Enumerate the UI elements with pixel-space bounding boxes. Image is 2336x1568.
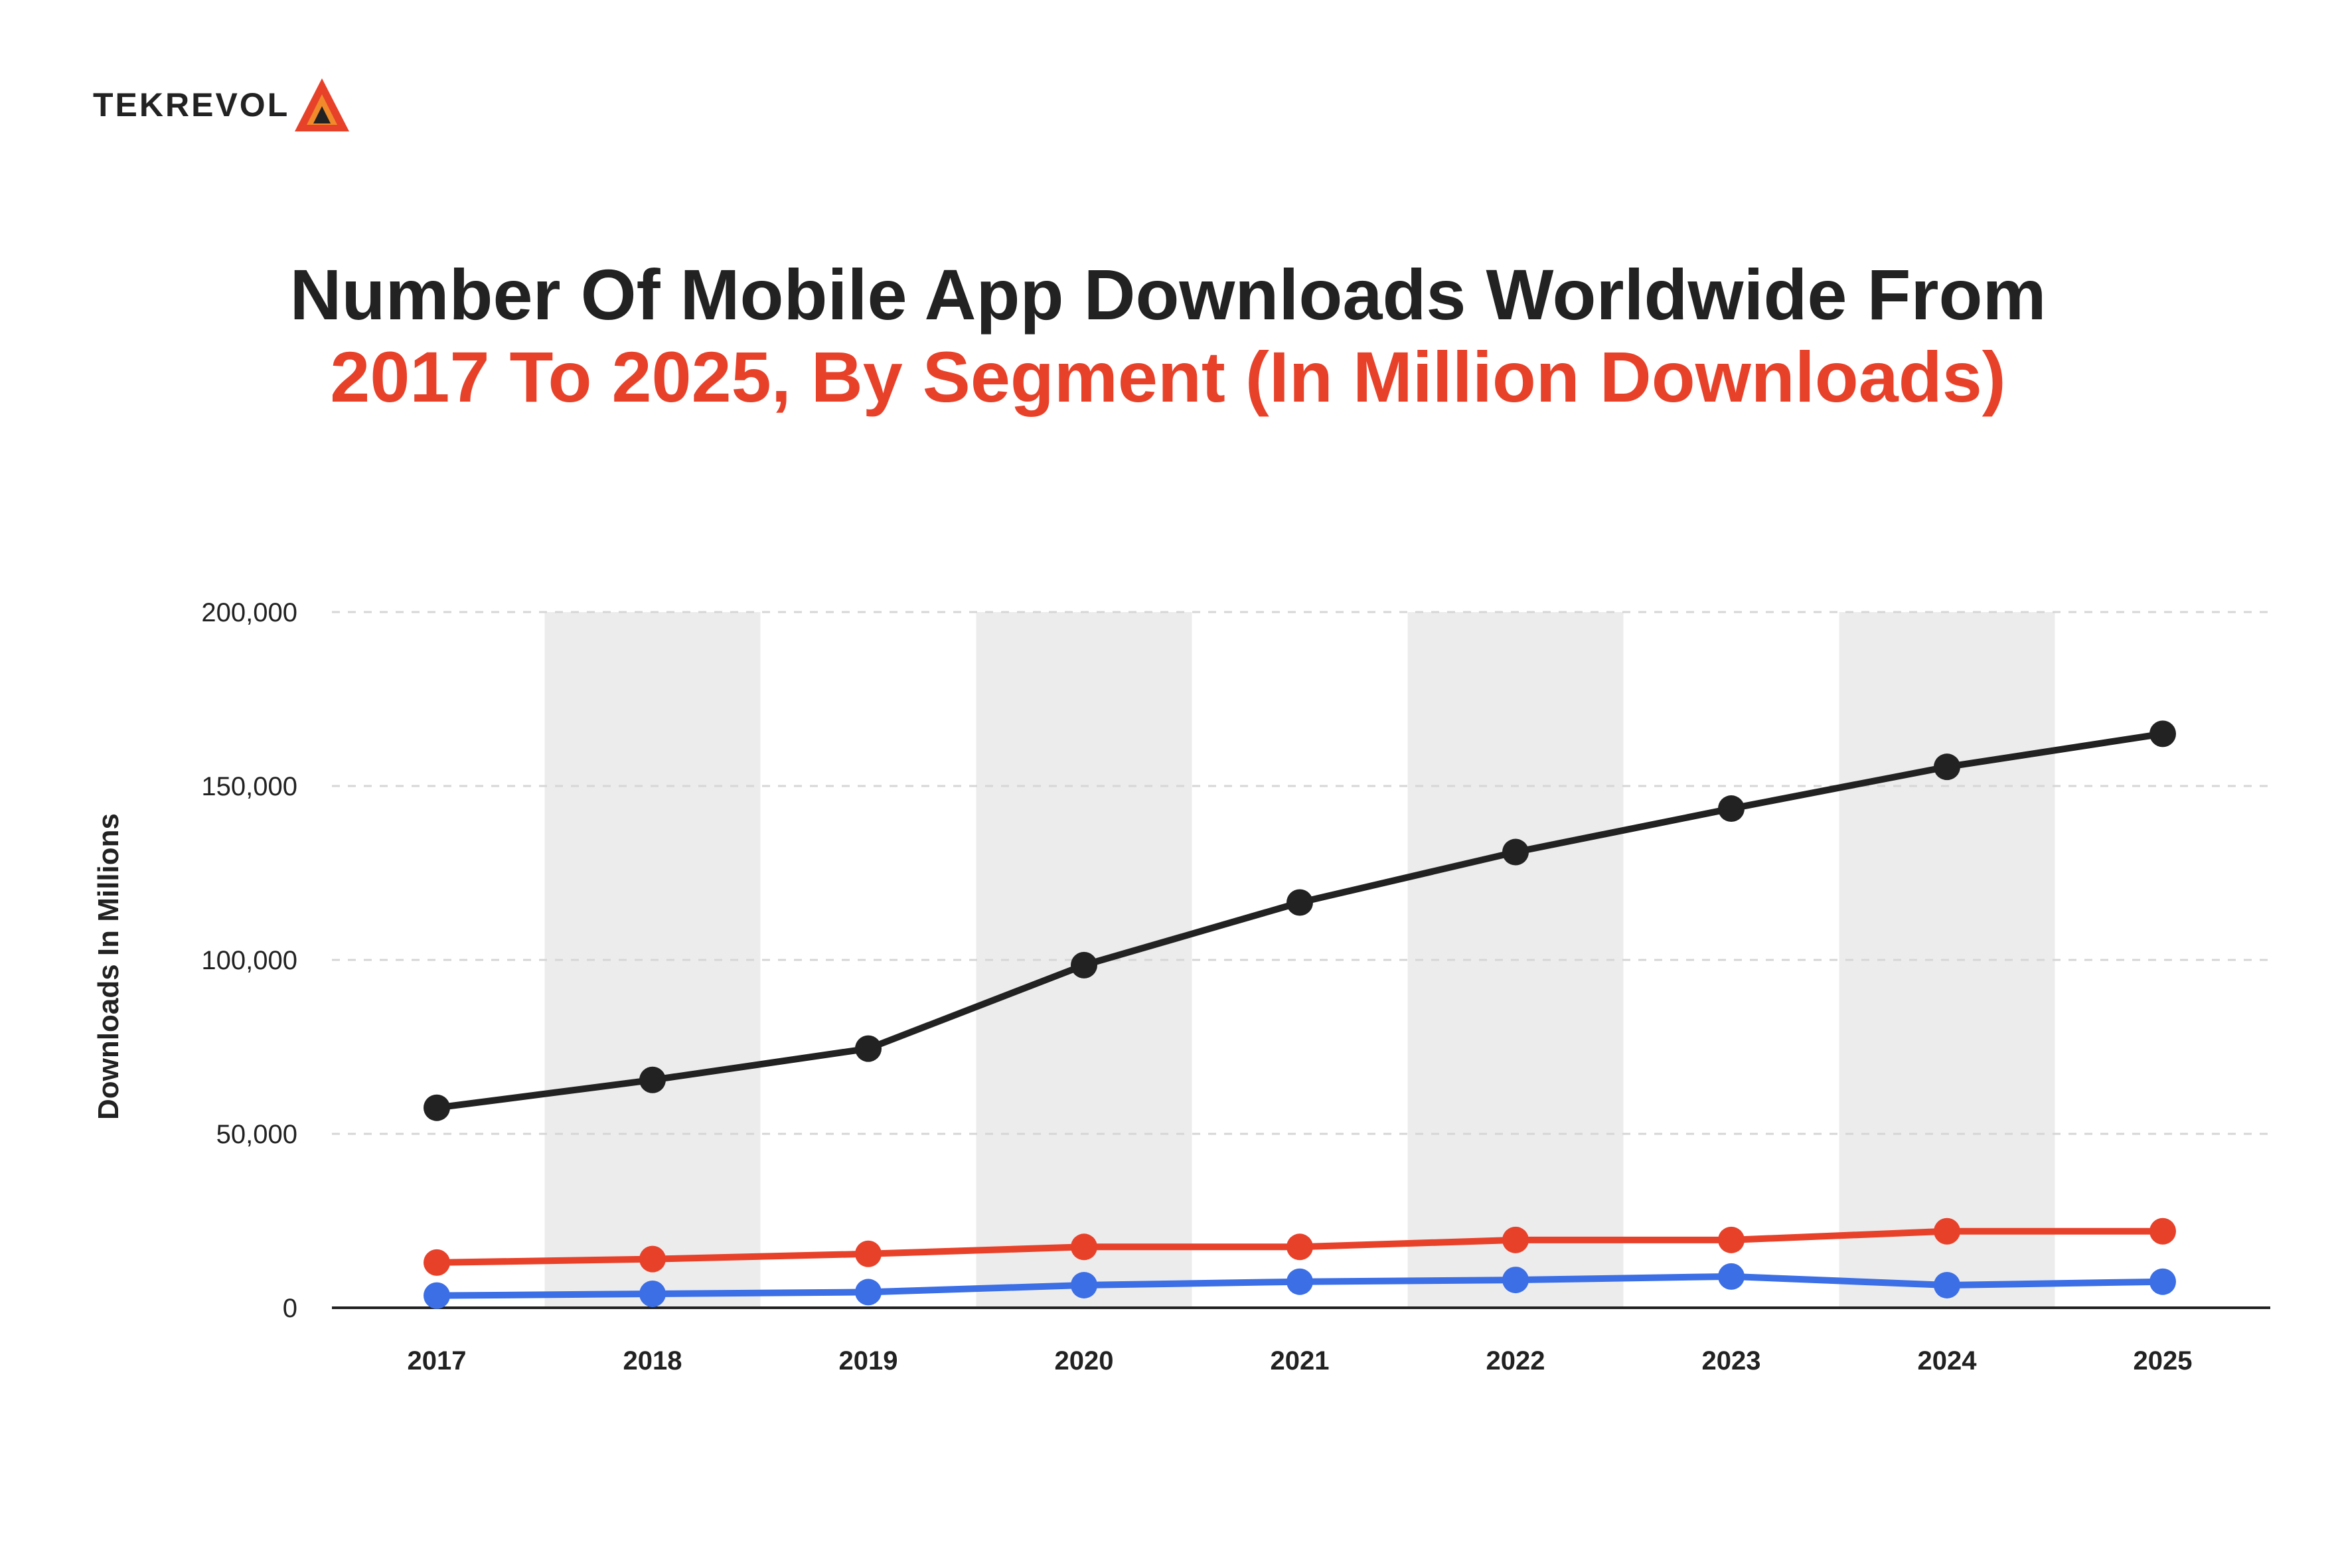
- series-1-point: [855, 1035, 882, 1062]
- y-tick-label: 0: [283, 1294, 297, 1323]
- series-2-point: [1718, 1226, 1745, 1253]
- brand-logo: TEKREVOL: [93, 72, 350, 138]
- chart-title: Number Of Mobile App Downloads Worldwide…: [0, 254, 2336, 418]
- chart-title-line-2: 2017 To 2025, By Segment (In Million Dow…: [330, 337, 2006, 417]
- series-1-point: [1286, 889, 1313, 916]
- series-3-point: [1502, 1267, 1529, 1294]
- y-axis-label: Downloads In Millions: [92, 813, 125, 1120]
- x-tick-label: 2017: [408, 1346, 467, 1375]
- series-3-point: [2149, 1268, 2176, 1295]
- y-tick-label: 150,000: [201, 772, 297, 801]
- series-1-point: [639, 1066, 666, 1093]
- series-1-point: [1502, 838, 1529, 866]
- series-2-point: [424, 1249, 450, 1276]
- series-1-point: [2149, 720, 2176, 747]
- x-tick-label: 2018: [623, 1346, 682, 1375]
- y-tick-label: 200,000: [201, 598, 297, 627]
- triangle-logo-icon: [295, 78, 350, 131]
- series-3-point: [1071, 1271, 1097, 1298]
- y-tick-label: 100,000: [201, 946, 297, 975]
- x-tick-label: 2025: [2134, 1346, 2193, 1375]
- x-tick-label: 2019: [839, 1346, 898, 1375]
- x-tick-label: 2022: [1486, 1346, 1545, 1375]
- series-3-point: [1718, 1263, 1745, 1290]
- x-tick-label: 2024: [1918, 1346, 1978, 1375]
- series-2-point: [2149, 1217, 2176, 1245]
- series-3-point: [855, 1279, 882, 1306]
- series-3-point: [1934, 1271, 1960, 1298]
- series-2-point: [1286, 1233, 1313, 1261]
- x-tick-label: 2021: [1271, 1346, 1330, 1375]
- series-2-point: [639, 1245, 666, 1273]
- series-3-point: [424, 1282, 450, 1309]
- x-tick-label: 2023: [1702, 1346, 1761, 1375]
- brand-name: TEKREVOL: [93, 86, 290, 123]
- series-1-point: [1934, 753, 1960, 781]
- series-2-point: [855, 1240, 882, 1267]
- series-1-point: [424, 1094, 450, 1121]
- chart-title-line-1: Number Of Mobile App Downloads Worldwide…: [289, 254, 2047, 335]
- series-2-point: [1502, 1226, 1529, 1253]
- series-3-point: [1286, 1268, 1313, 1295]
- series-1-point: [1718, 795, 1745, 823]
- series-2-point: [1071, 1233, 1097, 1261]
- y-tick-label: 50,000: [216, 1120, 297, 1149]
- x-tick-label: 2020: [1055, 1346, 1114, 1375]
- series-1-point: [1071, 951, 1097, 979]
- series-3-point: [639, 1281, 666, 1308]
- series-2-point: [1934, 1217, 1960, 1245]
